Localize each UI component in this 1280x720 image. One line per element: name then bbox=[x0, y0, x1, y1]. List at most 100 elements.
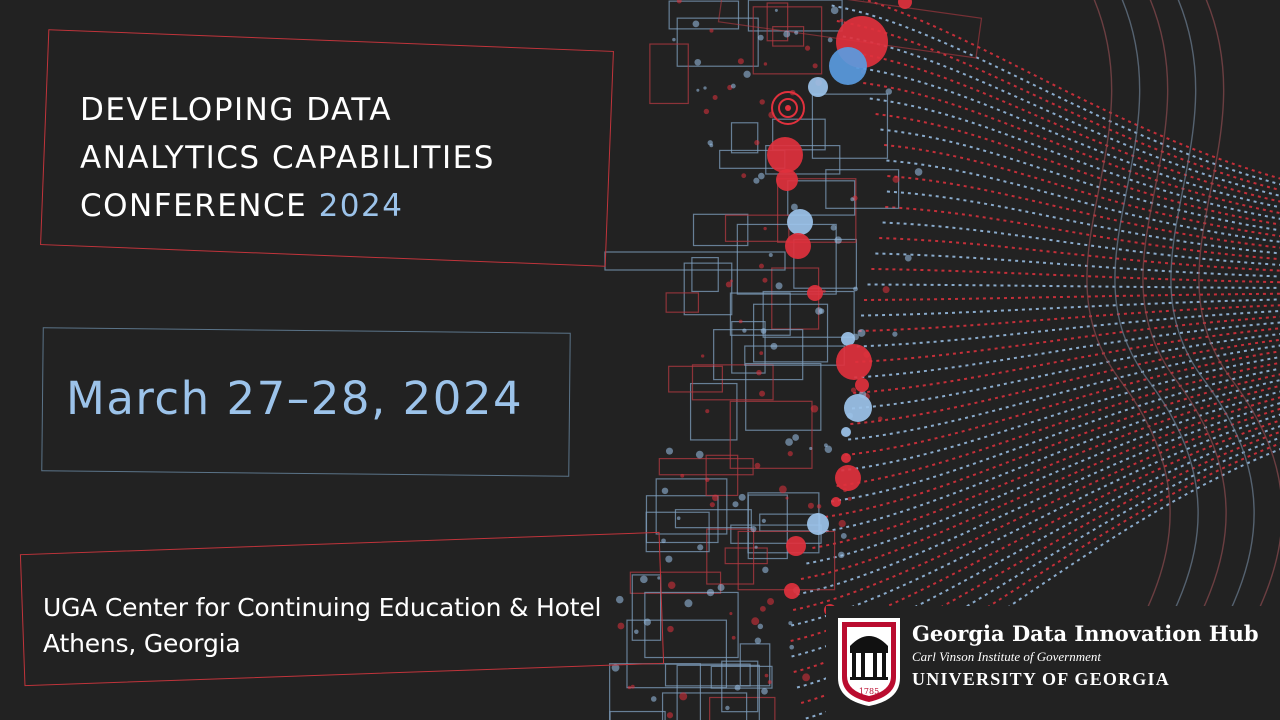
scatter-dot bbox=[816, 504, 822, 509]
flow-line bbox=[800, 442, 1280, 704]
flow-line bbox=[831, 4, 1280, 186]
scatter-dot bbox=[734, 684, 741, 691]
flow-line bbox=[796, 436, 1280, 689]
scatter-dot bbox=[694, 58, 702, 66]
scatter-dot bbox=[679, 692, 688, 701]
flow-line bbox=[793, 431, 1280, 673]
title-line-2: ANALYTICS CAPABILITIES bbox=[80, 140, 495, 176]
scatter-dot bbox=[834, 236, 842, 244]
flow-line bbox=[886, 190, 1280, 255]
grid-rect bbox=[631, 574, 662, 641]
grid-rect bbox=[793, 238, 857, 289]
scatter-dot bbox=[751, 617, 760, 626]
scatter-dot bbox=[661, 487, 669, 495]
scatter-dot bbox=[882, 286, 890, 294]
flow-line bbox=[800, 396, 1280, 580]
university-name: UNIVERSITY OF GEORGIA bbox=[912, 669, 1170, 689]
scatter-dot bbox=[705, 477, 710, 482]
data-bubble bbox=[836, 344, 872, 380]
flow-line bbox=[806, 390, 1280, 565]
seal-year: 1785 bbox=[859, 687, 879, 696]
scatter-dot bbox=[701, 354, 705, 358]
title-line-3: CONFERENCE 2024 bbox=[80, 182, 495, 230]
scatter-dot bbox=[672, 37, 676, 42]
scatter-dot bbox=[762, 566, 769, 574]
scatter-dot bbox=[692, 20, 700, 28]
data-bubble bbox=[829, 47, 867, 85]
grid-rect bbox=[644, 591, 739, 659]
grid-rect bbox=[604, 251, 786, 271]
data-bubble bbox=[841, 453, 851, 463]
grid-rect bbox=[691, 364, 774, 401]
grid-rect bbox=[730, 122, 759, 154]
scatter-dot bbox=[759, 605, 766, 612]
flow-line bbox=[875, 113, 1280, 226]
title-year: 2024 bbox=[318, 188, 404, 224]
scatter-dot bbox=[665, 447, 674, 455]
flow-line bbox=[790, 419, 1280, 642]
scatter-dot bbox=[788, 621, 793, 626]
data-bubble bbox=[841, 332, 855, 346]
flow-line bbox=[849, 51, 1280, 203]
scatter-dot bbox=[804, 45, 811, 51]
scatter-dot bbox=[667, 581, 676, 590]
scatter-dot bbox=[756, 369, 762, 376]
scatter-dot bbox=[709, 502, 715, 508]
scatter-dot bbox=[742, 328, 747, 333]
scatter-dot bbox=[650, 696, 657, 702]
scatter-dot bbox=[643, 618, 651, 626]
scatter-dot bbox=[737, 58, 744, 65]
scatter-dot bbox=[877, 416, 883, 422]
flow-line bbox=[845, 350, 1280, 456]
scatter-dot bbox=[815, 307, 823, 315]
scatter-dot bbox=[617, 622, 625, 630]
scatter-dot bbox=[822, 289, 826, 293]
scatter-dot bbox=[757, 34, 764, 41]
scatter-dot bbox=[767, 680, 772, 685]
scatter-dot bbox=[703, 108, 710, 115]
scatter-dot bbox=[725, 705, 730, 711]
scatter-dot bbox=[697, 544, 704, 551]
scatter-dot bbox=[712, 94, 718, 101]
grid-rect bbox=[721, 660, 759, 713]
grid-rect bbox=[649, 43, 689, 105]
grid-rect bbox=[777, 178, 857, 243]
grid-rect bbox=[766, 2, 789, 42]
scatter-dot bbox=[754, 140, 760, 146]
scatter-dot bbox=[684, 599, 693, 608]
scatter-dot bbox=[731, 635, 736, 640]
scatter-dot bbox=[665, 555, 673, 563]
scatter-dot bbox=[730, 83, 736, 89]
flow-line bbox=[885, 206, 1280, 261]
scatter-dot bbox=[850, 387, 857, 393]
scatter-dot bbox=[627, 685, 632, 690]
scatter-dot bbox=[853, 286, 858, 292]
scatter-dot bbox=[709, 143, 714, 148]
logo-text: Georgia Data Innovation Hub Carl Vinson … bbox=[912, 620, 1259, 692]
scatter-dot bbox=[703, 86, 707, 90]
scatter-dot bbox=[792, 434, 800, 441]
scatter-dot bbox=[661, 538, 666, 544]
scatter-dot bbox=[838, 519, 846, 528]
data-bubble bbox=[835, 465, 861, 491]
uga-logo-block: 1785 Georgia Data Innovation Hub Carl Vi… bbox=[826, 606, 1280, 720]
flow-line bbox=[805, 448, 1280, 720]
scatter-dot bbox=[732, 501, 739, 508]
scatter-dot bbox=[717, 584, 725, 592]
grid-rect bbox=[729, 292, 791, 336]
flow-line bbox=[812, 384, 1280, 549]
scatter-dot bbox=[790, 203, 798, 211]
scatter-dot bbox=[754, 637, 762, 644]
scatter-dot bbox=[706, 588, 715, 597]
grid-rect bbox=[676, 17, 759, 67]
title-line-3-prefix: CONFERENCE bbox=[80, 188, 308, 224]
scatter-dot bbox=[812, 63, 818, 69]
scatter-dot bbox=[840, 532, 847, 539]
scatter-dot bbox=[750, 526, 757, 533]
scatter-dot bbox=[760, 328, 767, 334]
grid-rect bbox=[691, 256, 719, 293]
grid-rect bbox=[609, 663, 702, 720]
venue-name: UGA Center for Continuing Education & Ho… bbox=[43, 593, 602, 622]
flow-line bbox=[886, 159, 1280, 243]
